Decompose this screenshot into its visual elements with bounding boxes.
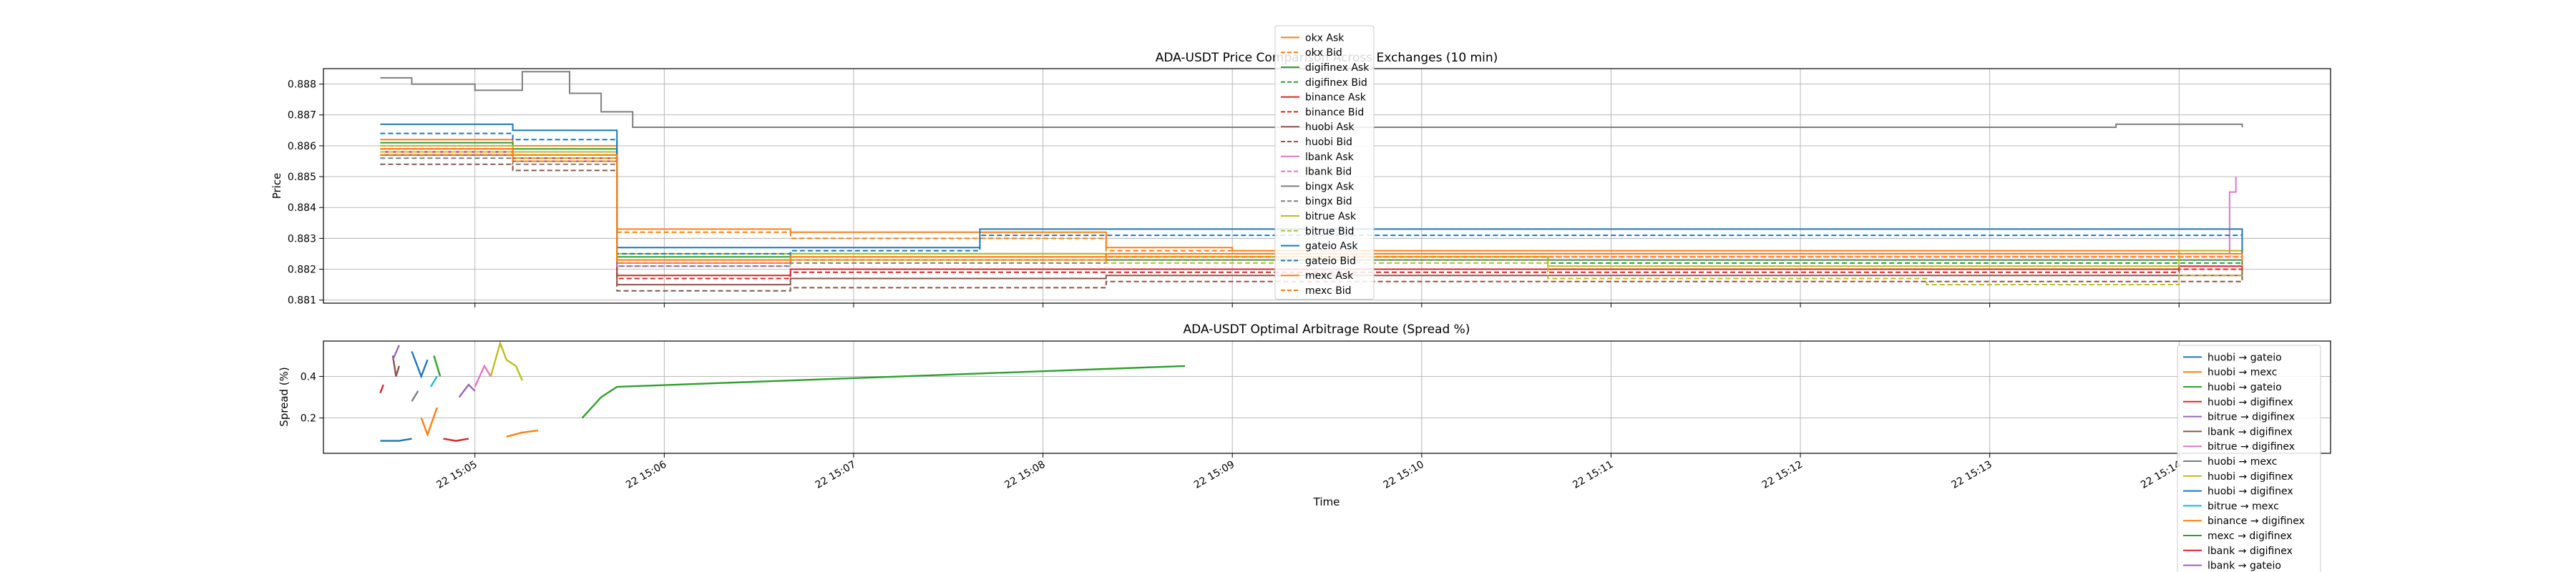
price-series-line [380,157,2243,267]
time-axis-label: Time [1313,495,1340,508]
price-series-line [380,148,2243,261]
spread-legend-label: bitrue → mexc [2207,500,2279,512]
x-tick-label: 22 15:10 [1382,459,1426,491]
price-series-line [380,151,2243,286]
price-legend-label: binance Bid [1305,107,1364,118]
spread-legend-label: huobi → digifinex [2207,471,2293,483]
price-legend-label: bitrue Ask [1305,211,1357,222]
price-legend: okx Ask okx Bid digifinex Ask digifinex Bid… [1274,25,1375,300]
price-y-tick-label: 0.888 [288,79,316,91]
price-legend-label: bitrue Bid [1305,226,1354,237]
spread-y-ticks: 0.2 0.4 [301,371,323,425]
price-y-tick-label: 0.887 [288,110,316,122]
spread-legend-label: huobi → gateio [2207,352,2282,363]
price-legend-box [1274,25,1375,300]
price-y-tick-label: 0.884 [288,202,316,214]
price-legend-label: lbank Ask [1305,152,1355,163]
price-legend-label: huobi Bid [1305,137,1352,148]
x-tick-label: 22 15:11 [1571,459,1615,491]
price-x-ticks [474,303,2180,307]
price-series-line [380,154,2243,280]
price-series-line [380,154,2243,267]
x-tick-label: 22 15:12 [1760,459,1805,491]
spread-series-line [411,351,429,379]
price-legend-label: gateio Ask [1305,241,1358,252]
spread-y-axis-label: Spread (%) [278,367,291,427]
price-y-tick-label: 0.882 [288,265,316,276]
price-legend-label: gateio Bid [1305,255,1356,267]
spread-series-line [420,407,438,438]
spread-chart-grid [323,341,2331,453]
price-series-line [380,71,2243,128]
x-tick-label: 22 15:05 [434,459,479,491]
price-legend-label: bingx Ask [1305,181,1355,192]
price-legend-label: mexc Ask [1305,270,1354,282]
spread-chart-lines [379,340,1186,442]
spread-chart-frame [323,340,2331,454]
spread-legend-label: huobi → mexc [2207,367,2277,378]
spread-legend-label: bitrue → digifinex [2207,412,2295,423]
price-series-line [380,148,2243,270]
spread-series-line [506,429,539,438]
spread-legend-label: lbank → digifinex [2207,546,2293,557]
price-y-tick-label: 0.883 [288,233,316,245]
spread-series-line [391,355,400,377]
price-series-line [380,163,2243,292]
spread-series-line [433,355,441,377]
price-y-tick-label: 0.885 [288,172,316,183]
spread-legend: huobi → gateio huobi → mexc huobi → gateio… [2177,345,2321,572]
price-legend-label: huobi Ask [1305,122,1355,133]
spread-series-line [489,340,523,381]
x-tick-label: 22 15:07 [814,459,858,491]
spread-legend-label: huobi → digifinex [2207,486,2293,498]
spread-series-line [379,384,384,394]
price-legend-label: digifinex Ask [1305,62,1370,74]
price-y-tick-label: 0.886 [288,141,316,152]
price-legend-label: binance Ask [1305,92,1367,104]
x-tick-label: 22 15:09 [1192,459,1236,491]
price-legend-label: lbank Bid [1305,167,1352,178]
spread-y-tick-label: 0.2 [301,413,316,425]
spread-legend-box [2177,345,2321,572]
spread-legend-label: binance → digifinex [2207,516,2305,527]
price-legend-label: mexc Bid [1305,285,1352,297]
spread-series-line [443,438,469,442]
price-series-line [380,123,2243,263]
spread-series-line [581,365,1186,419]
spread-chart-title: ADA-USDT Optimal Arbitrage Route (Spread… [1184,322,1470,337]
spread-legend-label: lbank → digifinex [2207,426,2293,438]
x-tick-label: 22 15:13 [1949,459,1994,491]
price-series-line [380,154,2243,286]
x-tick-label: 22 15:06 [624,459,668,491]
spread-series-line [411,390,419,402]
spread-series-line [391,345,400,360]
spread-legend-label: huobi → gateio [2207,382,2282,393]
spread-legend-label: lbank → gateio [2207,561,2281,572]
spread-series-line [474,364,492,388]
spread-x-ticks: 22 15:05 22 15:06 22 15:07 22 15:08 22 15:09… [434,453,2183,491]
price-series-line [380,132,2243,267]
spread-series-line [380,438,412,442]
spread-series-line [458,383,476,398]
price-legend-label: okx Bid [1305,47,1342,59]
price-legend-label: bingx Bid [1305,196,1352,207]
price-y-ticks: 0.881 0.882 0.883 0.884 0.885 0.886 0.887 0.888 [288,79,323,307]
spread-legend-label: huobi → mexc [2207,456,2277,468]
spread-y-tick-label: 0.4 [301,371,316,383]
x-tick-label: 22 15:14 [2139,459,2183,491]
spread-series-line [429,375,438,388]
price-legend-label: okx Ask [1305,32,1345,44]
price-chart-lines [380,71,2243,292]
spread-legend-label: bitrue → digifinex [2207,441,2295,453]
price-legend-label: digifinex Bid [1305,77,1367,89]
price-y-axis-label: Price [270,173,283,199]
spread-legend-label: huobi → digifinex [2207,397,2293,408]
x-tick-label: 22 15:08 [1002,459,1047,491]
spread-legend-label: mexc → digifinex [2207,531,2292,542]
price-y-tick-label: 0.881 [288,295,316,307]
